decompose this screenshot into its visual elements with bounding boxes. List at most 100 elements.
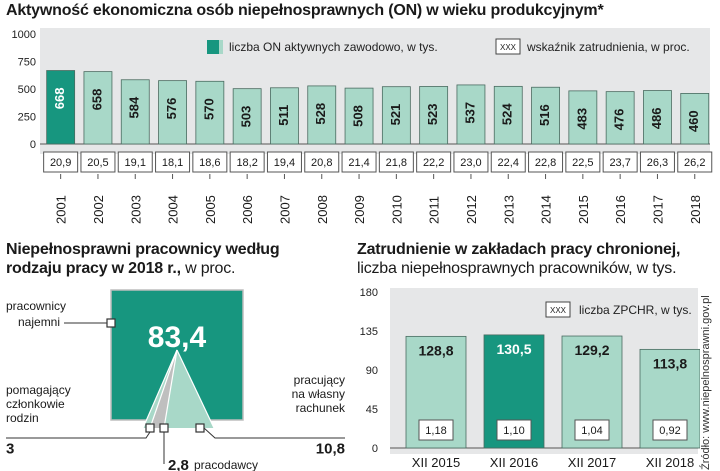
y-tick-label: 135 — [360, 326, 378, 338]
source-note: Źródło: www.niepelnosprawni.gov.pl — [700, 295, 712, 470]
bar-value-label: 486 — [649, 108, 664, 130]
rate-label: 19,4 — [274, 157, 295, 169]
bar-2010 — [381, 86, 411, 145]
x-tick-label: 2018 — [688, 195, 703, 224]
label-family-2: członkowie — [6, 397, 65, 411]
chart-2-title-main: Niepełnosprawni pracownicy według rodzaj… — [6, 241, 280, 277]
slice-own-account-wedge — [164, 350, 214, 428]
label-employer: pracodawcy — [194, 458, 258, 471]
x-tick-label: 2002 — [91, 195, 106, 224]
wedge-divider — [149, 349, 178, 429]
bar-value-label: 537 — [462, 102, 477, 124]
y-tick-label: 0 — [30, 139, 36, 151]
bar-value-label: 129,2 — [574, 342, 609, 358]
rate-box — [490, 151, 526, 173]
leader-marker — [145, 423, 155, 433]
value-family: 3 — [6, 440, 14, 457]
leader-line-own — [203, 427, 345, 439]
bar-2013 — [493, 85, 523, 145]
rate-label: 22,2 — [423, 157, 444, 169]
bar-value-label: 584 — [127, 96, 142, 118]
rate-box — [416, 151, 452, 173]
rate-label: 21,4 — [348, 157, 369, 169]
rate-label: 20,9 — [50, 157, 71, 169]
bar-2006 — [232, 88, 262, 145]
y-tick-label: 180 — [360, 287, 378, 299]
x-tick-label: 2011 — [427, 196, 442, 224]
bar-value-label: 128,8 — [418, 342, 453, 358]
x-tick-label: XII 2018 — [646, 455, 694, 470]
rate-label: 22,5 — [572, 157, 593, 169]
bar-value-label: 570 — [201, 98, 216, 120]
rate-label: 18,6 — [199, 157, 220, 169]
legend-box-label: liczba ZPCHR, w tys. — [579, 303, 692, 317]
label-own-account-3: rachunek — [296, 401, 346, 415]
bar-value-label: 524 — [500, 103, 515, 125]
bar-2012 — [456, 84, 486, 145]
x-tick-label: 2014 — [539, 195, 554, 224]
bar-2009 — [344, 87, 374, 145]
bar-2015 — [568, 90, 598, 145]
leader-line-family — [6, 431, 151, 439]
x-tick-label: XII 2015 — [412, 455, 460, 470]
rate-box — [43, 151, 79, 173]
bar-2011 — [419, 86, 449, 145]
bar-2004 — [158, 80, 187, 145]
label-own-account: pracujący — [294, 373, 345, 387]
rate-label: 21,8 — [386, 157, 407, 169]
chart-1-title: Aktywność ekonomiczna osób niepełnospraw… — [6, 2, 604, 19]
rate-label: 20,5 — [87, 157, 108, 169]
rate-box — [80, 151, 116, 173]
x-tick-label: 2007 — [277, 195, 292, 224]
x-tick-label: 2009 — [352, 195, 367, 224]
rate-label: 18,1 — [162, 157, 183, 169]
bar-2002 — [83, 71, 113, 145]
bar-value-label: 476 — [612, 109, 627, 131]
x-tick-label: XII 2017 — [568, 455, 616, 470]
zpchr-label: 1,10 — [503, 425, 524, 437]
label-employees-2: najemni — [18, 315, 60, 329]
bar-value-label: 523 — [425, 103, 440, 125]
rate-box — [602, 151, 638, 173]
x-tick-label: 2017 — [650, 195, 665, 224]
bar-value-label: 113,8 — [653, 355, 687, 371]
bar-value-label: 511 — [276, 105, 291, 126]
rate-box — [192, 151, 228, 173]
bar-2003 — [120, 79, 150, 145]
x-tick-label: XII 2016 — [490, 455, 538, 470]
x-tick-label: 2005 — [203, 195, 218, 224]
x-tick-label: 2016 — [613, 195, 628, 224]
x-tick-label: 2006 — [240, 195, 255, 224]
bar-2007 — [270, 87, 299, 145]
value-own-account: 10,8 — [316, 440, 345, 457]
rate-box — [155, 151, 191, 173]
legend-box-swatch — [495, 38, 521, 55]
rate-box — [341, 151, 377, 173]
chart-2-title: Niepełnosprawni pracownicy według rodzaj… — [6, 240, 306, 278]
activity-bar-chart: 0 250 500 750 1000 liczba ON aktywnych zawodo… — [12, 28, 713, 224]
bar-value-label: 658 — [89, 89, 104, 111]
legend-box-sample: XXX — [500, 43, 517, 52]
bar-value-label: 528 — [313, 103, 328, 125]
y-tick-label: 1000 — [12, 29, 36, 41]
bar-value-label: 508 — [350, 105, 365, 127]
rate-box — [677, 151, 713, 173]
bar-2008 — [307, 85, 337, 145]
rate-box — [378, 151, 414, 173]
chart-3-title: Zatrudnienie w zakładach pracy chronione… — [357, 240, 680, 278]
rate-label: 20,8 — [311, 157, 332, 169]
sheltered-employment-chart: 0 45 90 135 180 XXX liczba ZPCHR, w tys. 128,8 1… — [360, 287, 700, 470]
bar-value-label: 460 — [686, 110, 701, 132]
label-employees: pracownicy — [6, 299, 66, 313]
bar-value-label: 521 — [388, 104, 403, 126]
bar-2005 — [195, 80, 225, 145]
x-tick-label: 2012 — [464, 195, 479, 224]
y-tick-label: 45 — [366, 404, 378, 416]
bar-value-label: 503 — [239, 106, 254, 128]
x-tick-label: 2013 — [501, 195, 516, 224]
zpchr-label: 1,04 — [581, 425, 602, 437]
y-tick-label: 0 — [372, 443, 378, 455]
bar-value-label: 516 — [537, 104, 552, 126]
bar-value-label: 130,5 — [496, 341, 531, 357]
x-tick-label: 2015 — [576, 195, 591, 224]
